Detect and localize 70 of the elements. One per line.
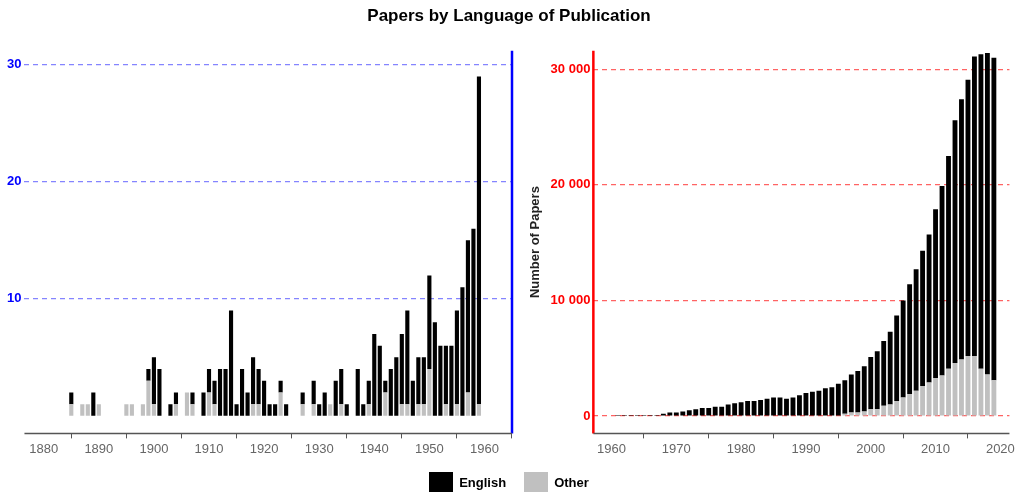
y-tick-label: 10 (6, 290, 22, 306)
bar (797, 395, 802, 416)
x-tick-label: 1950 (414, 440, 444, 456)
x-tick-label: 1930 (304, 440, 334, 456)
bar (946, 155, 951, 369)
bar (284, 404, 289, 416)
x-tick-label: 1960 (597, 440, 626, 456)
bar (383, 392, 388, 416)
x-tick-label: 1990 (791, 440, 821, 456)
x-tick-label: 1970 (661, 440, 691, 456)
bar (173, 404, 179, 416)
bar (129, 404, 134, 416)
y-tick-label: 0 (583, 407, 591, 423)
bar (946, 368, 951, 416)
bar (784, 398, 789, 416)
bar (124, 404, 129, 416)
bar (959, 99, 964, 360)
y-tick-label: 20 (6, 173, 22, 189)
bar (416, 404, 421, 416)
x-tick-label: 1980 (726, 440, 756, 456)
bar (300, 404, 305, 416)
bar (959, 359, 964, 416)
bar (251, 404, 256, 416)
bar (366, 404, 371, 416)
x-tick-label: 2020 (985, 440, 1015, 456)
chart-title: Papers by Language of Publication (366, 6, 652, 26)
bar (96, 404, 101, 416)
x-tick-label: 1960 (469, 440, 499, 456)
y-tick-label: 20 000 (550, 176, 591, 192)
bar (322, 392, 327, 416)
bar (443, 404, 448, 416)
legend-label: Other (554, 474, 589, 490)
bar (317, 404, 322, 416)
bar (91, 392, 96, 416)
bar (80, 404, 85, 416)
bar (69, 392, 74, 405)
x-tick-label: 1880 (29, 440, 59, 456)
bar (328, 404, 333, 416)
bar (173, 392, 179, 405)
bar (146, 369, 151, 381)
x-tick-label: 1910 (194, 440, 224, 456)
x-tick-label: 1920 (249, 440, 279, 456)
bar (311, 404, 316, 416)
x-tick-label: 2010 (921, 440, 951, 456)
bar (151, 404, 156, 416)
bar (201, 392, 206, 416)
bar (344, 404, 349, 416)
legend-label: English (459, 474, 507, 490)
bar (771, 397, 776, 416)
bar (465, 392, 470, 416)
bar (311, 380, 316, 405)
y-tick-label: 30 000 (550, 60, 591, 76)
bar (278, 380, 283, 393)
y-tick-label: 10 000 (550, 292, 591, 308)
bar (278, 392, 283, 416)
bar (190, 392, 195, 405)
x-tick-label: 1940 (359, 440, 389, 456)
x-tick-label: 1900 (139, 440, 169, 456)
bar (476, 404, 482, 416)
bar (300, 392, 305, 405)
bar (69, 404, 74, 416)
bar (256, 404, 261, 416)
x-tick-label: 2000 (856, 440, 886, 456)
y-axis-title: Number of Papers (527, 186, 543, 299)
bar (454, 404, 459, 416)
bar (85, 404, 90, 416)
x-tick-label: 1890 (84, 440, 114, 456)
y-tick-label: 30 (6, 56, 22, 72)
bar (339, 404, 344, 416)
bar (168, 404, 173, 416)
